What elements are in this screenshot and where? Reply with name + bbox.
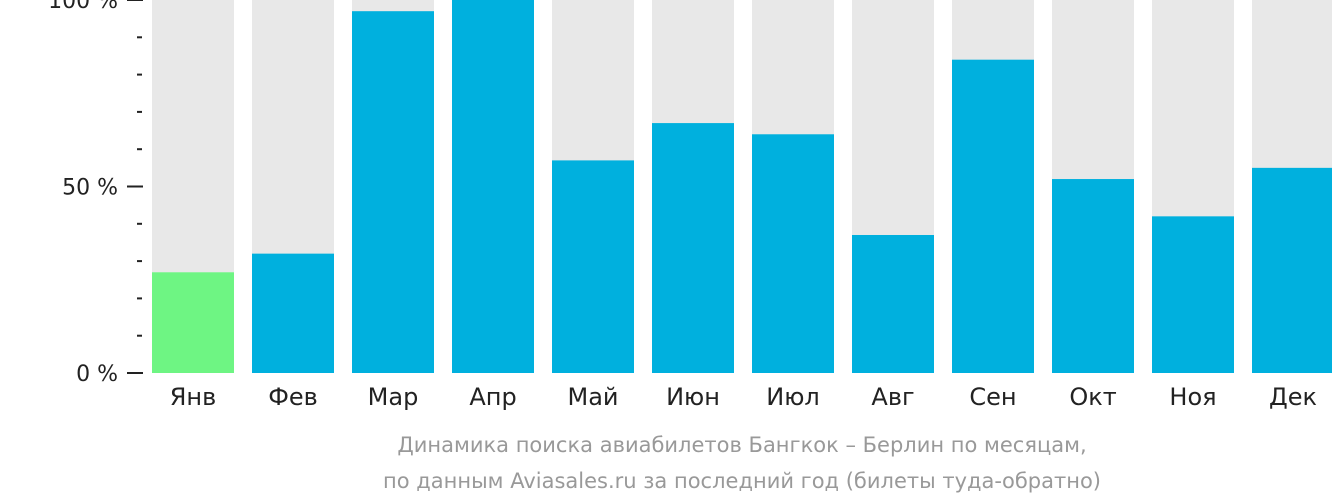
- bar-7: [752, 134, 834, 373]
- y-tick-label: 100 %: [48, 0, 118, 14]
- x-tick-label: Июн: [666, 383, 720, 411]
- bar-5: [552, 160, 634, 373]
- bar-11: [1152, 216, 1234, 373]
- y-tick-label: 50 %: [62, 176, 118, 201]
- bar-8: [852, 234, 934, 373]
- bar-6: [652, 123, 734, 373]
- x-tick-label: Май: [567, 383, 618, 411]
- bar-1: [152, 272, 234, 373]
- x-tick-label: Дек: [1269, 383, 1317, 411]
- caption-line-1: Динамика поиска авиабилетов Бангкок – Бе…: [397, 433, 1086, 457]
- x-tick-label: Янв: [170, 383, 217, 411]
- x-tick-label: Авг: [871, 383, 914, 411]
- x-tick-label: Июл: [766, 383, 820, 411]
- bar-2: [252, 253, 334, 373]
- y-tick-label: 0 %: [76, 362, 118, 387]
- bar-12: [1252, 167, 1332, 373]
- x-tick-label: Окт: [1069, 383, 1116, 411]
- x-tick-label: Мар: [368, 383, 419, 411]
- bar-3: [352, 11, 434, 373]
- chart-caption: Динамика поиска авиабилетов Бангкок – Бе…: [383, 433, 1101, 493]
- x-axis-labels: Янв Фев Мар Апр Май Июн Июл Авг Сен Окт Ноя Дек: [170, 383, 1317, 411]
- x-tick-label: Фев: [268, 383, 318, 411]
- x-tick-label: Ноя: [1169, 383, 1216, 411]
- bars-layer: [152, 0, 1332, 374]
- x-tick-label: Апр: [469, 383, 516, 411]
- bar-4: [452, 0, 534, 373]
- caption-line-2: по данным Aviasales.ru за последний год …: [383, 469, 1101, 493]
- x-tick-label: Сен: [969, 383, 1016, 411]
- bar-9: [952, 59, 1034, 374]
- y-axis: 100 % 50 % 0 %: [48, 0, 143, 387]
- bar-10: [1052, 179, 1134, 373]
